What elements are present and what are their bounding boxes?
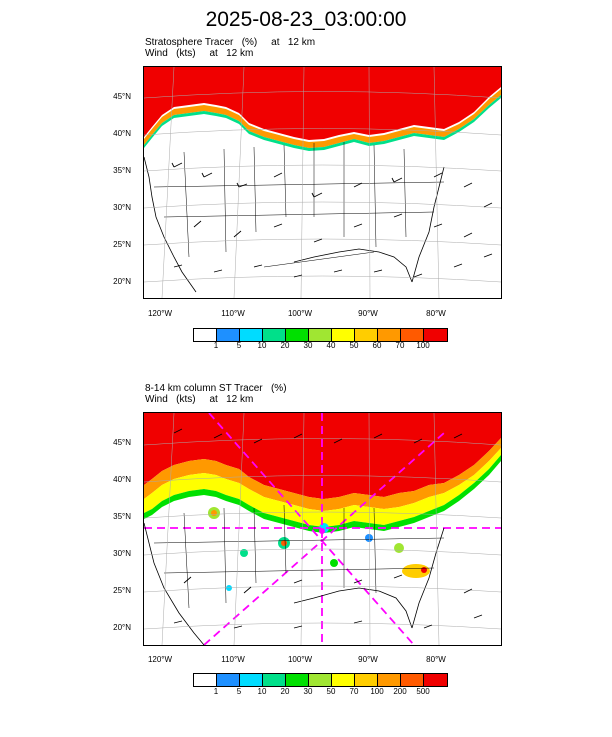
colorbar-swatch xyxy=(424,674,447,686)
panel2-lon-label: 90°W xyxy=(358,655,378,664)
page-title: 2025-08-23_03:00:00 xyxy=(205,8,407,31)
colorbar-swatch xyxy=(263,674,286,686)
colorbar-label: 70 xyxy=(395,341,405,350)
colorbar-label: 100 xyxy=(370,687,384,696)
panel1-lat-label: 45°N xyxy=(113,92,131,101)
colorbar-label: 20 xyxy=(280,687,290,696)
panel2-lat-label: 45°N xyxy=(113,438,131,447)
panel1-lat-label: 40°N xyxy=(113,129,131,138)
colorbar-swatch xyxy=(217,674,240,686)
colorbar-swatch xyxy=(286,329,309,341)
panel1-lat-label: 35°N xyxy=(113,166,131,175)
colorbar-swatch xyxy=(401,329,424,341)
panel2-lon-label: 120°W xyxy=(147,655,173,664)
panel1-lat-label: 25°N xyxy=(113,240,131,249)
colorbar-label: 500 xyxy=(416,687,430,696)
colorbar-label: 10 xyxy=(257,341,267,350)
colorbar-label: 30 xyxy=(303,341,313,350)
colorbar-label: 20 xyxy=(280,341,290,350)
panel1-lon-label: 90°W xyxy=(358,309,378,318)
panel1-tracer-mid xyxy=(144,89,501,148)
panel2-title-line2: Wind (kts) at 12 km xyxy=(145,394,254,405)
colorbar-swatch xyxy=(194,674,217,686)
panel2-lat-label: 20°N xyxy=(113,623,131,632)
colorbar-swatch xyxy=(194,329,217,341)
colorbar-swatch xyxy=(240,674,263,686)
colorbar-swatch xyxy=(424,329,447,341)
panel1-lat-label: 30°N xyxy=(113,203,131,212)
panel2-tracer-mid xyxy=(144,438,501,511)
panel2-lat-label: 40°N xyxy=(113,475,131,484)
colorbar-swatch xyxy=(286,674,309,686)
panel2-tracer-low xyxy=(144,448,501,527)
colorbar-swatch xyxy=(309,329,332,341)
colorbar-swatch xyxy=(309,674,332,686)
panel1-title-line1: Stratosphere Tracer (%) at 12 km xyxy=(145,37,316,48)
panel1-map xyxy=(143,66,502,299)
panel1-lat-label: 20°N xyxy=(113,277,131,286)
panel1-lon-label: 100°W xyxy=(287,309,313,318)
colorbar-swatch xyxy=(217,329,240,341)
panel2-lat-label: 35°N xyxy=(113,512,131,521)
colorbar-label: 200 xyxy=(393,687,407,696)
colorbar-label: 1 xyxy=(213,341,219,350)
colorbar-swatch xyxy=(355,674,378,686)
panel2-lon-label: 100°W xyxy=(287,655,313,664)
colorbar-swatch xyxy=(355,329,378,341)
colorbar-swatch xyxy=(332,329,355,341)
panel2-map xyxy=(143,412,502,646)
colorbar-label: 50 xyxy=(326,687,336,696)
colorbar-label: 60 xyxy=(372,341,382,350)
colorbar-label: 5 xyxy=(236,687,242,696)
panel2-title-line1: 8-14 km column ST Tracer (%) xyxy=(145,383,287,394)
panel1-title-line2: Wind (kts) at 12 km xyxy=(145,48,254,59)
panel1-lon-label: 110°W xyxy=(221,309,245,318)
panel1-lon-label: 120°W xyxy=(147,309,173,318)
panel1-tracer-high xyxy=(144,67,501,140)
colorbar-swatch xyxy=(378,674,401,686)
colorbar-swatch xyxy=(401,674,424,686)
panel1-lon-label: 80°W xyxy=(426,309,446,318)
colorbar-swatch xyxy=(263,329,286,341)
panel2-lat-label: 25°N xyxy=(113,586,131,595)
panel2-lat-label: 30°N xyxy=(113,549,131,558)
colorbar-label: 10 xyxy=(257,687,267,696)
colorbar-label: 100 xyxy=(416,341,430,350)
panel2-colorbar xyxy=(193,673,448,687)
colorbar-label: 40 xyxy=(326,341,336,350)
colorbar-label: 5 xyxy=(236,341,242,350)
colorbar-swatch xyxy=(378,329,401,341)
panel2-lon-label: 80°W xyxy=(426,655,446,664)
colorbar-label: 30 xyxy=(303,687,313,696)
panel1-colorbar xyxy=(193,328,448,342)
colorbar-swatch xyxy=(240,329,263,341)
panel2-lon-label: 110°W xyxy=(221,655,245,664)
colorbar-label: 1 xyxy=(213,687,219,696)
colorbar-swatch xyxy=(332,674,355,686)
colorbar-label: 70 xyxy=(349,687,359,696)
colorbar-label: 50 xyxy=(349,341,359,350)
